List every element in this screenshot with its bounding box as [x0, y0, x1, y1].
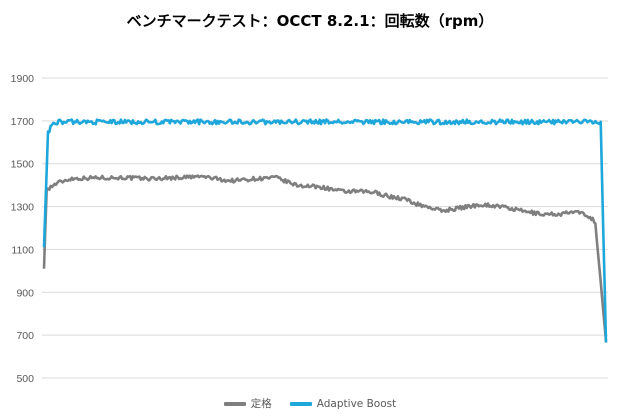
legend-swatch-1: [289, 401, 312, 406]
series-line-1: [42, 118, 608, 343]
y-tick-label-5: 900: [16, 287, 34, 299]
y-tick-label-2: 1500: [11, 159, 35, 171]
chart-title: ベンチマークテスト：OCCT 8.2.1：回転数（rpm）: [126, 12, 494, 30]
y-tick-label-6: 700: [16, 330, 34, 342]
y-tick-label-3: 1300: [11, 202, 35, 214]
legend-item-0: 定格: [223, 396, 272, 411]
legend: 定格 Adaptive Boost: [0, 396, 620, 411]
legend-item-1: Adaptive Boost: [289, 396, 397, 411]
y-axis-labels: 1900 1700 1500 1300 1100 900 700 500: [11, 73, 35, 385]
y-tick-label-7: 500: [16, 373, 34, 385]
legend-label-0: 定格: [250, 398, 272, 410]
series-lines: [42, 118, 608, 343]
legend-label-1: Adaptive Boost: [316, 397, 397, 410]
y-tick-label-4: 1100: [11, 244, 34, 256]
series-line-0: [42, 174, 608, 342]
legend-swatch-0: [223, 401, 246, 406]
y-tick-label-1: 1700: [11, 116, 35, 128]
y-tick-label-0: 1900: [11, 73, 35, 85]
